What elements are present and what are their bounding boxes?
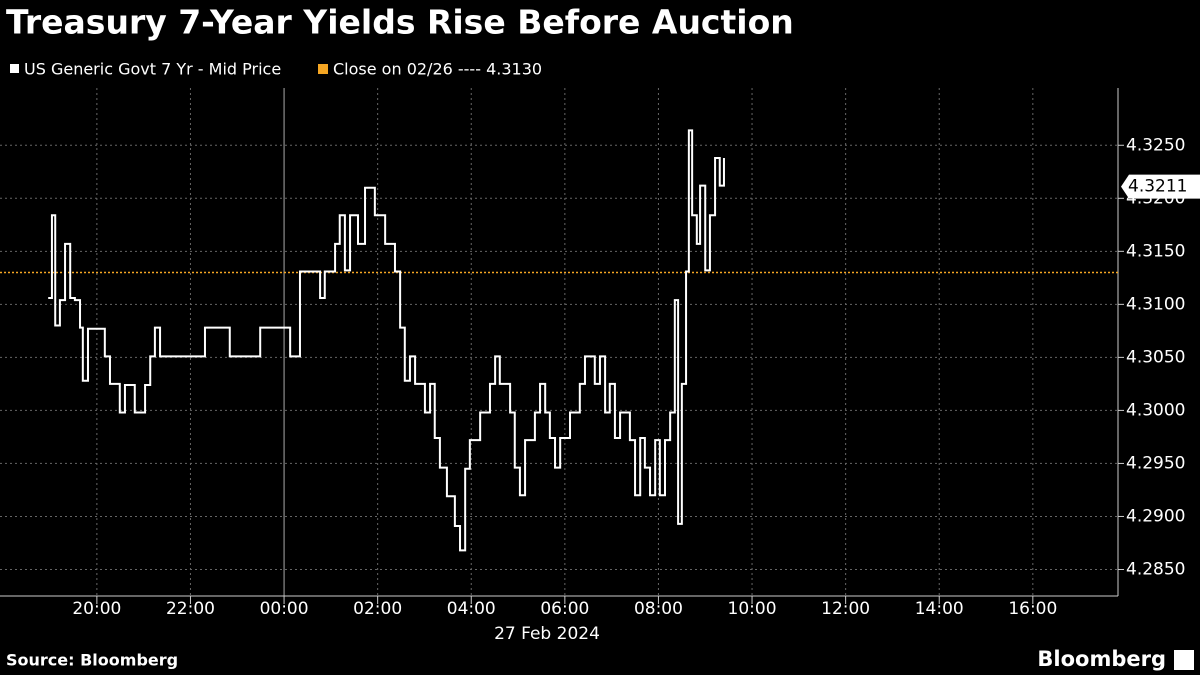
x-tick-label: 04:00: [447, 599, 496, 619]
legend-label: US Generic Govt 7 Yr - Mid Price: [24, 60, 281, 79]
x-tick-label: 02:00: [353, 599, 402, 619]
y-tick-label: 4.3150: [1126, 241, 1185, 261]
x-tick-label: 12:00: [821, 599, 870, 619]
last-value-box: [1121, 174, 1200, 199]
x-tick-label: 22:00: [166, 599, 215, 619]
x-tick-label: 14:00: [915, 599, 964, 619]
brand-icon: [1174, 650, 1194, 670]
x-tick-label: 10:00: [728, 599, 777, 619]
source: Source: Bloomberg: [6, 651, 178, 670]
x-tick-label: 16:00: [1008, 599, 1057, 619]
legend: US Generic Govt 7 Yr - Mid Price Close o…: [10, 60, 542, 79]
x-tick-label: 08:00: [634, 599, 683, 619]
last-value-label: 4.3211: [1128, 177, 1187, 197]
y-tick-label: 4.3250: [1126, 135, 1185, 155]
price-line: [48, 129, 725, 552]
y-tick-label: 4.2850: [1126, 559, 1185, 579]
y-tick-label: 4.3050: [1126, 347, 1185, 367]
y-tick-label: 4.3000: [1126, 400, 1185, 420]
y-tick-label: 4.3100: [1126, 294, 1185, 314]
date-label: 27 Feb 2024: [494, 624, 600, 644]
brand: Bloomberg: [1037, 647, 1166, 671]
x-tick-label: 20:00: [72, 599, 121, 619]
y-tick-label: 4.2900: [1126, 506, 1185, 526]
legend-swatch: [10, 64, 19, 73]
legend-swatch: [318, 64, 328, 74]
legend-label: Close on 02/26 ---- 4.3130: [333, 60, 542, 79]
x-tick-label: 00:00: [260, 599, 309, 619]
x-tick-label: 06:00: [540, 599, 589, 619]
chart-title: Treasury 7-Year Yields Rise Before Aucti…: [6, 3, 794, 42]
y-tick-label: 4.2950: [1126, 453, 1185, 473]
